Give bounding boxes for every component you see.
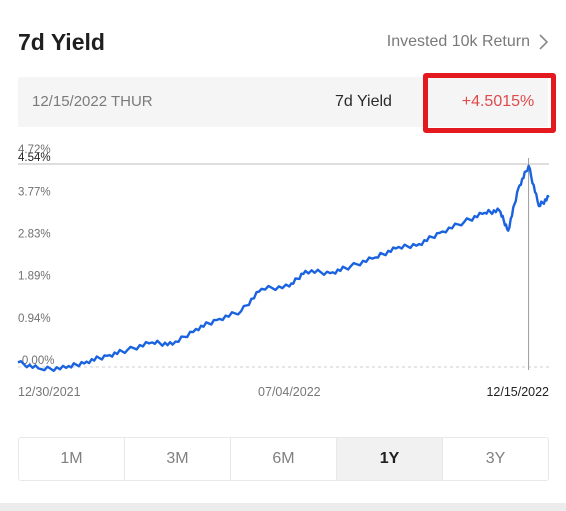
y-tick-label: 3.77% bbox=[18, 186, 51, 198]
yield-series-line bbox=[17, 164, 550, 372]
tab-1y[interactable]: 1Y bbox=[337, 438, 443, 480]
chevron-right-icon bbox=[539, 34, 549, 50]
selected-date: 12/15/2022 THUR bbox=[32, 93, 153, 110]
selected-point-info-bar: 12/15/2022 THUR 7d Yield +4.5015% bbox=[18, 77, 548, 127]
y-tick-label: 4.72% bbox=[18, 144, 51, 156]
yield-value: +4.5015% bbox=[461, 93, 535, 110]
y-tick-label: 4.54% bbox=[18, 152, 51, 164]
y-tick-label: 1.89% bbox=[18, 271, 51, 283]
x-tick-label: 12/15/2022 bbox=[486, 385, 549, 399]
yield-chart[interactable]: 4.72% 4.54% 3.77% 2.83% 1.89% 0.94% -0.00% 12/3… bbox=[0, 140, 566, 410]
page-title: 7d Yield bbox=[18, 29, 105, 55]
y-tick-label: 2.83% bbox=[18, 228, 51, 240]
x-tick-label: 12/30/2021 bbox=[18, 385, 81, 399]
tab-6m[interactable]: 6M bbox=[231, 438, 337, 480]
y-tick-label: -0.00% bbox=[18, 355, 54, 367]
red-highlight-box bbox=[423, 73, 556, 133]
bottom-strip bbox=[0, 503, 566, 511]
tab-1m[interactable]: 1M bbox=[19, 438, 125, 480]
x-tick-label: 07/04/2022 bbox=[258, 385, 321, 399]
y-tick-label: 0.94% bbox=[18, 313, 51, 325]
yield-label: 7d Yield bbox=[335, 93, 392, 110]
tab-3y[interactable]: 3Y bbox=[485, 450, 506, 467]
tab-3m[interactable]: 3M bbox=[125, 438, 231, 480]
invested-link-label: Invested 10k Return bbox=[386, 33, 530, 50]
yield-chart-svg[interactable]: 4.72%4.54% 3.77% 2.83% 1.89% 0.94% -0.00% 12/3… bbox=[0, 140, 566, 410]
invested-10k-return-link[interactable]: Invested 10k Return bbox=[387, 33, 550, 51]
period-tabs: 1M 3M 6M 1Y 3Y bbox=[18, 437, 549, 481]
